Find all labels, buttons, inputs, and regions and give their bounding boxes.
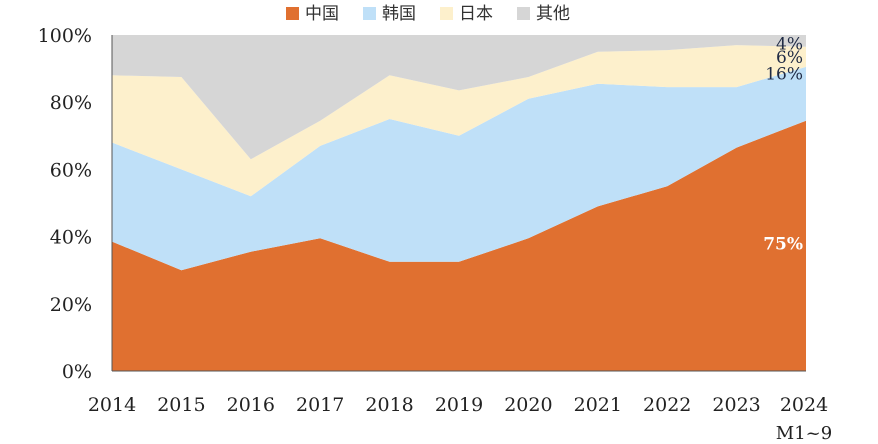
legend-swatch-other (517, 7, 530, 20)
y-tick-label: 40% (50, 227, 92, 249)
legend-swatch-korea (363, 7, 376, 20)
x-tick-label: 2018 (365, 394, 413, 416)
legend: 中国 韩国 日本 其他 (286, 4, 570, 24)
annotations: 4%6%16% 75% (763, 34, 803, 254)
area-china (112, 120, 806, 371)
area-korea (112, 66, 806, 271)
y-tick-label: 20% (50, 294, 92, 316)
legend-swatch-china (286, 7, 299, 20)
annotation-korea: 16% (765, 65, 803, 85)
area-other (112, 35, 806, 160)
y-axis-ticks: 0% 20% 40% 60% 80% 100% (38, 25, 92, 383)
x-tick-label: 2015 (157, 394, 205, 416)
annotation-china: 75% (763, 234, 803, 254)
legend-label-other: 其他 (536, 4, 570, 24)
y-tick-label: 0% (62, 361, 92, 383)
legend-label-china: 中国 (305, 4, 339, 24)
y-tick-label: 60% (50, 159, 92, 181)
area-japan (112, 45, 806, 197)
annotation-japan: 6% (776, 48, 803, 68)
x-tick-label: 2020 (504, 394, 552, 416)
x-tick-label: 2019 (435, 394, 483, 416)
x-tick-label: 2014 (88, 394, 136, 416)
annotation-other: 4% (776, 34, 803, 54)
x-axis-ticks: 2014 2015 2016 2017 2018 2019 2020 2021 2022 2023… (88, 394, 832, 444)
x-tick-label: 2021 (574, 394, 622, 416)
legend-label-korea: 韩国 (382, 4, 416, 24)
x-tick-sublabel: M1~9 (776, 423, 832, 444)
x-tick-label: 2023 (712, 394, 760, 416)
plot-areas (112, 35, 806, 371)
y-tick-label: 100% (38, 25, 92, 47)
x-tick-label: 2017 (296, 394, 344, 416)
legend-label-japan: 日本 (459, 4, 493, 24)
x-tick-label: 2016 (227, 394, 275, 416)
legend-swatch-japan (440, 7, 453, 20)
x-tick-label: 2024 (780, 394, 828, 416)
x-tick-label: 2022 (643, 394, 691, 416)
y-tick-label: 80% (50, 92, 92, 114)
